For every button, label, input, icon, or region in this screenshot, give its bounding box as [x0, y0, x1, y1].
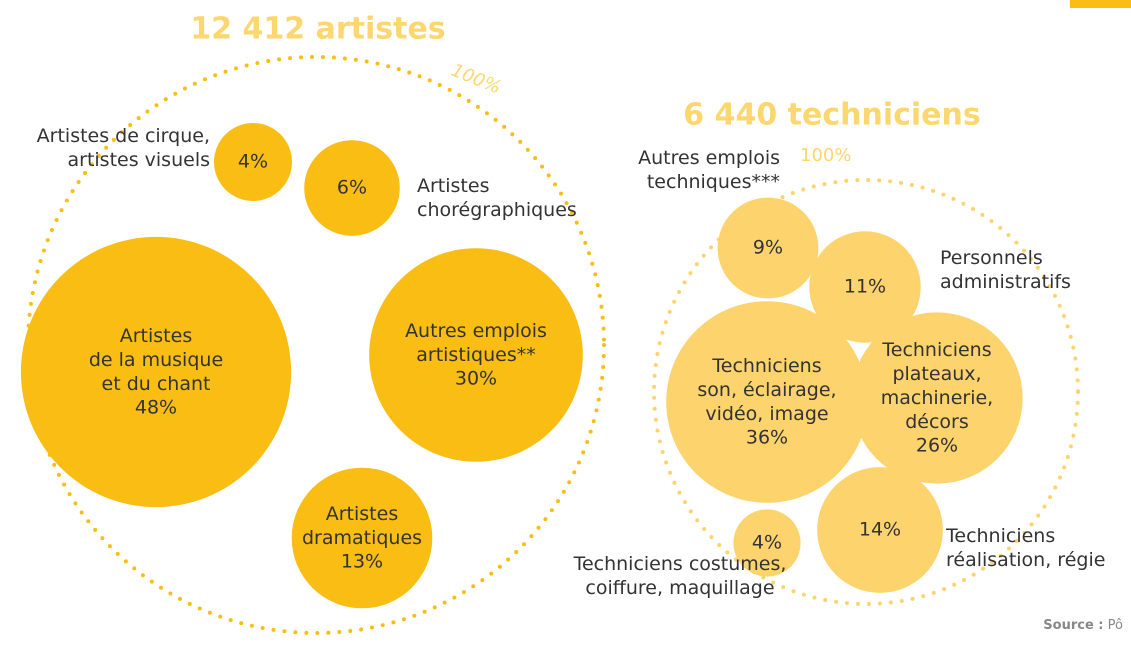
bubble — [369, 248, 583, 462]
source: Source : Pô — [1043, 618, 1123, 633]
bubble-label: Artistes de la musique et du chant — [89, 325, 223, 395]
chart-title: 12 412 artistes — [190, 12, 445, 47]
bubble — [733, 509, 801, 577]
total-circle — [652, 178, 1080, 606]
value-label: 6% — [337, 177, 367, 199]
bubble-label: Techniciens réalisation, régie — [945, 525, 1105, 571]
value-label: 4% — [238, 151, 268, 173]
bubble-label: Techniciens plateaux, machinerie, décors — [881, 339, 993, 433]
value-label: 48% — [135, 397, 177, 419]
value-label: 4% — [752, 532, 782, 554]
bubble — [817, 467, 943, 593]
bubble-label: Artistes dramatiques — [302, 503, 422, 549]
total-circle — [26, 55, 606, 635]
value-label: 14% — [859, 519, 901, 541]
bubble-label: Autres emplois artistiques** — [405, 320, 547, 366]
value-label: 26% — [916, 435, 958, 457]
bubble — [851, 312, 1023, 484]
source-text: Pô — [1108, 618, 1123, 633]
bubble — [717, 197, 819, 299]
corner-bar — [1070, 0, 1131, 8]
chart-title: 6 440 techniciens — [683, 98, 980, 133]
bubble-label: Autres emplois techniques*** — [638, 147, 780, 193]
value-label: 13% — [341, 551, 383, 573]
total-label: 100% — [800, 145, 851, 166]
bubble — [809, 231, 921, 343]
bubble-label: Techniciens costumes, coiffure, maquillag… — [573, 553, 787, 599]
bubble-label: Artistes chorégraphiques — [417, 175, 577, 221]
bubble — [666, 301, 868, 503]
bubble — [20, 236, 292, 508]
value-label: 9% — [753, 237, 783, 259]
bubble-label: Personnels administratifs — [940, 247, 1071, 293]
bubble — [304, 140, 400, 236]
value-label: 11% — [844, 276, 886, 298]
bubble-label: Artistes de cirque, artistes visuels — [37, 125, 210, 171]
bubble — [214, 123, 292, 201]
bubble — [291, 467, 433, 609]
value-label: 30% — [455, 368, 497, 390]
total-label: 100% — [448, 60, 504, 99]
source-label: Source : — [1043, 618, 1103, 633]
bubble-label: Techniciens son, éclairage, vidéo, image — [697, 355, 836, 425]
value-label: 36% — [746, 427, 788, 449]
